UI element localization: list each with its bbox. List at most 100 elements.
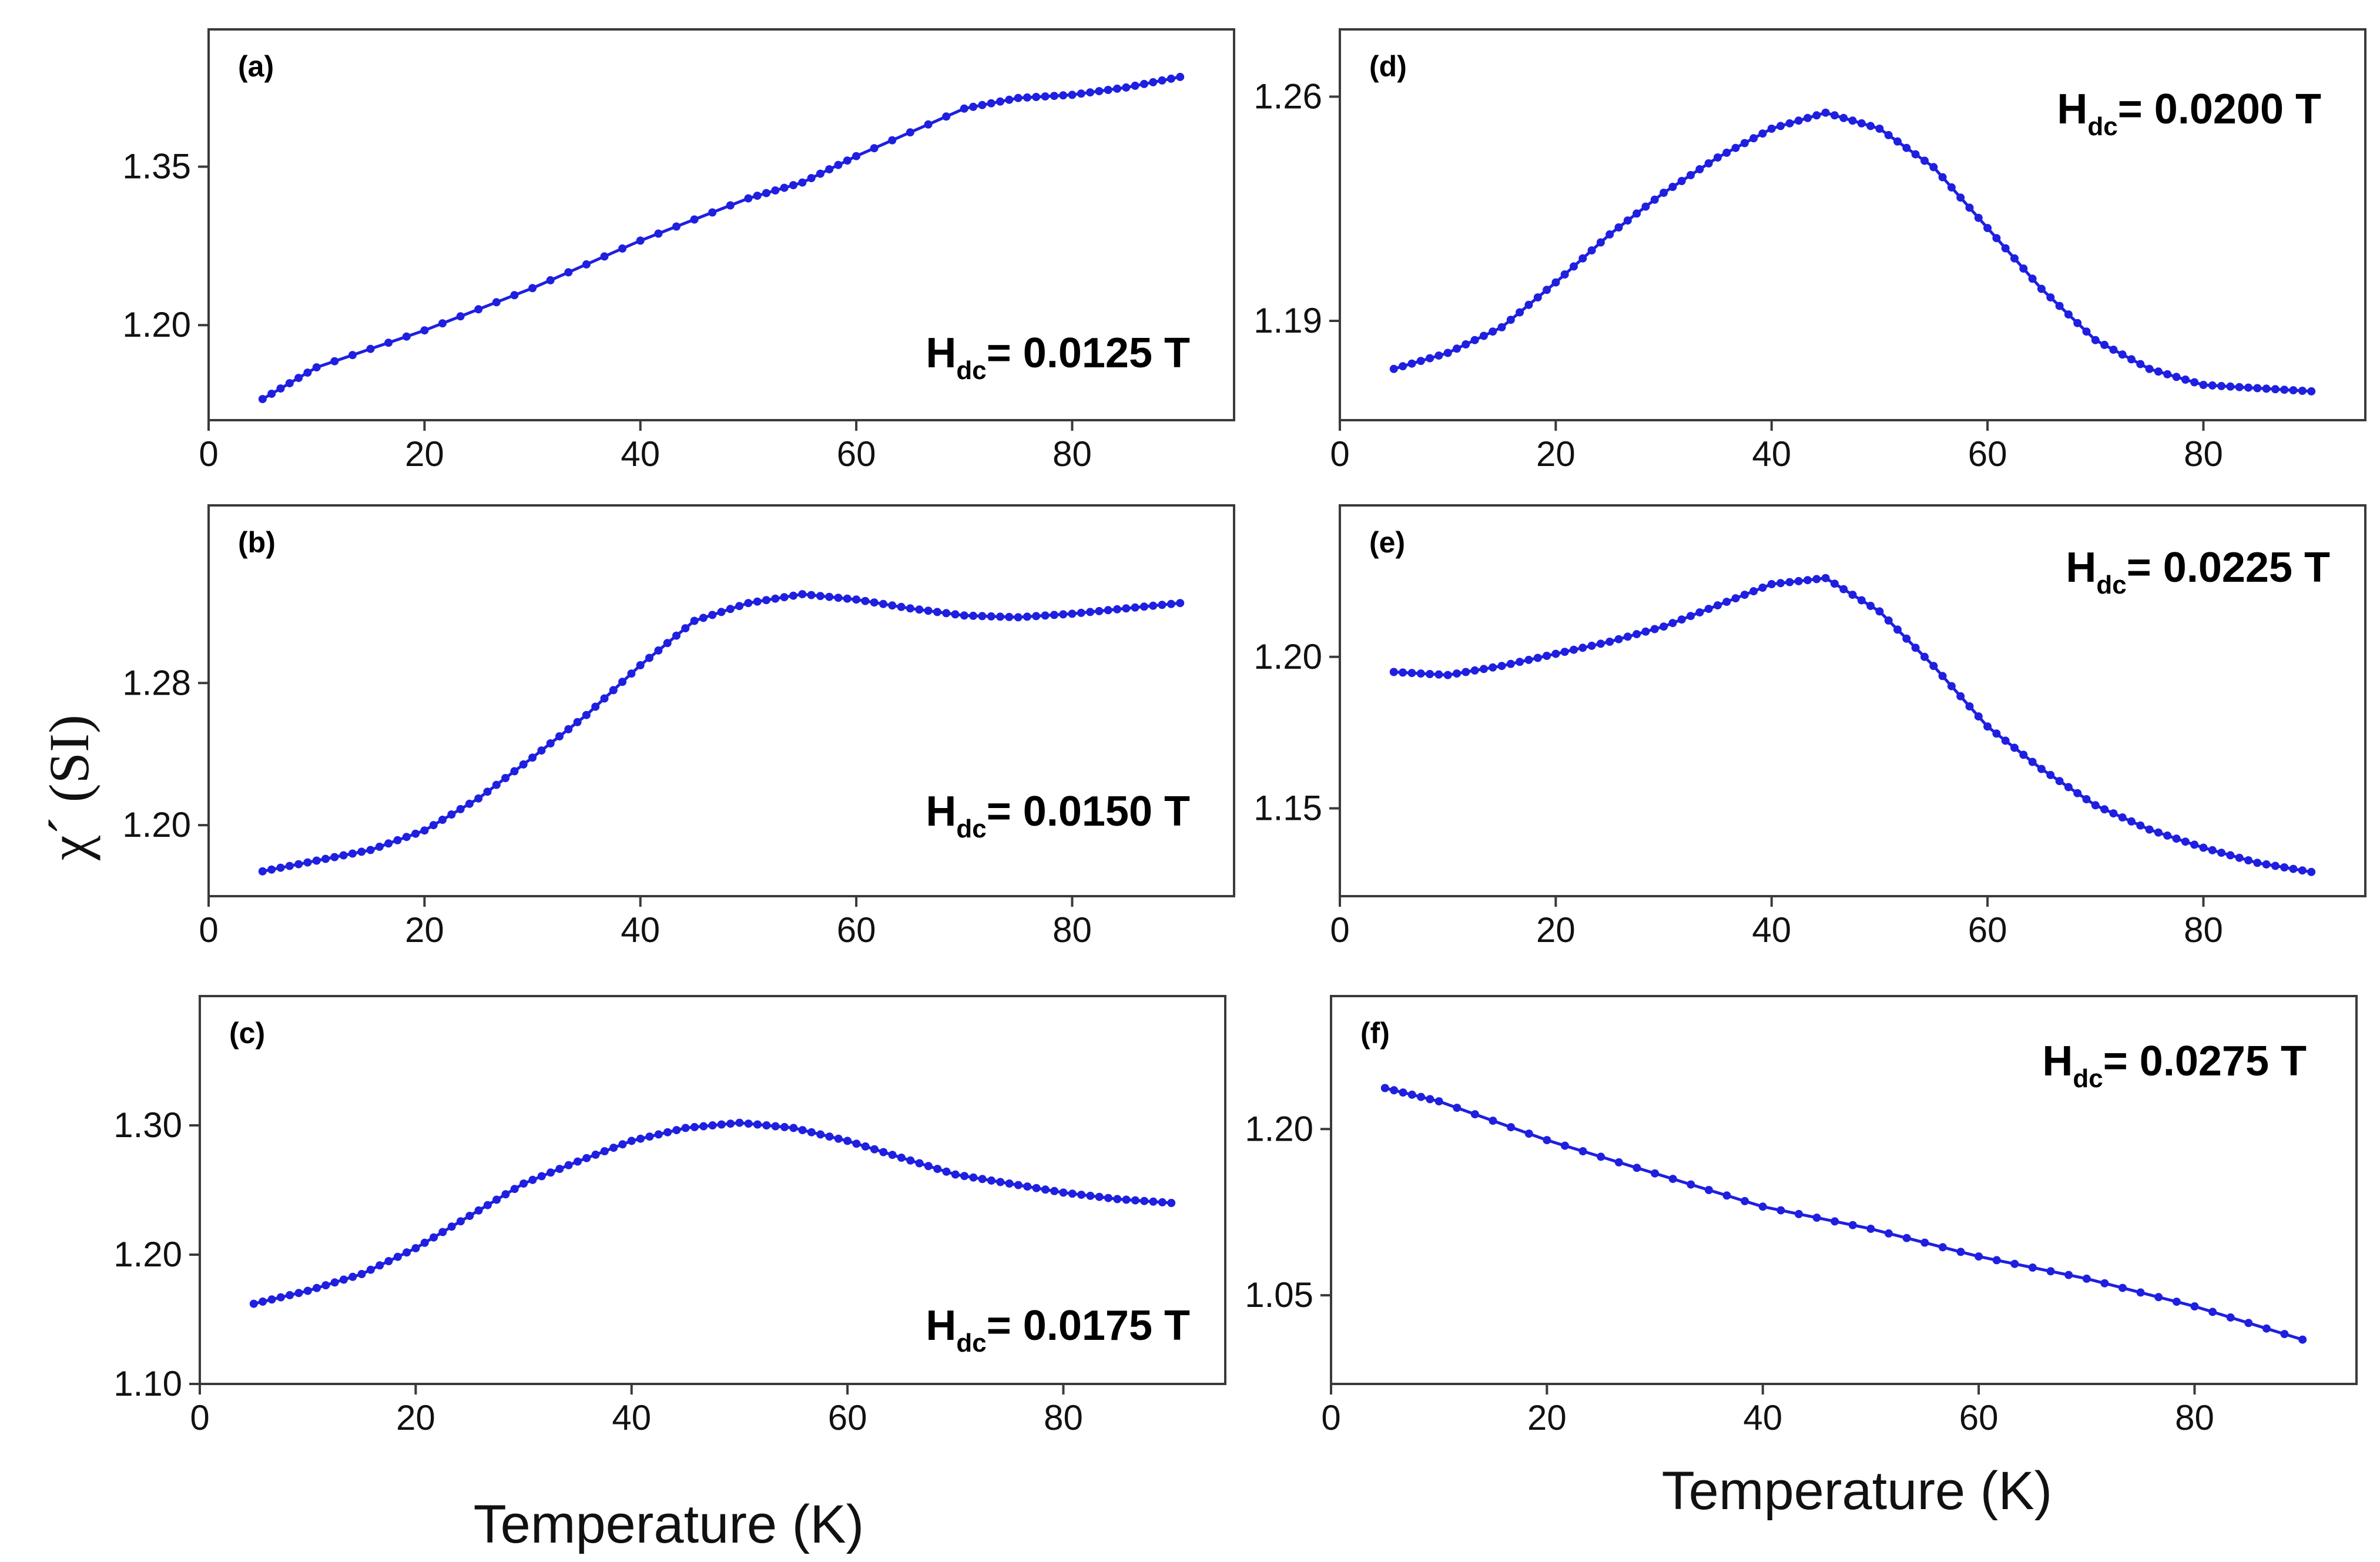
data-point — [2082, 327, 2091, 336]
data-point — [1578, 1147, 1587, 1155]
data-point — [1068, 609, 1077, 618]
y-tick-label: 1.20 — [1253, 637, 1322, 676]
data-point — [1830, 111, 1839, 120]
data-point — [1605, 230, 1614, 239]
data-point — [1434, 351, 1443, 360]
data-point — [1830, 579, 1839, 588]
data-point — [672, 631, 681, 640]
data-point — [1497, 323, 1506, 331]
data-point — [465, 1212, 474, 1220]
data-point — [870, 144, 879, 153]
data-point — [1885, 1229, 1893, 1238]
data-point — [2163, 831, 2172, 840]
data-point — [600, 1147, 609, 1155]
panel-label: (d) — [1369, 50, 1407, 83]
data-point — [861, 596, 870, 605]
y-tick-label: 1.20 — [113, 1235, 182, 1274]
plot-frame — [1339, 28, 2366, 421]
data-point — [861, 1142, 870, 1151]
data-point — [1014, 1181, 1023, 1189]
data-point — [2118, 813, 2127, 822]
data-point — [501, 1190, 510, 1199]
data-point — [1848, 116, 1857, 125]
data-point — [1704, 159, 1713, 167]
data-point — [672, 1126, 681, 1135]
data-point — [366, 1265, 375, 1274]
data-point — [1005, 612, 1014, 621]
data-point — [2226, 851, 2235, 860]
data-point — [573, 1157, 582, 1166]
data-point — [618, 678, 627, 686]
x-tick-label: 0 — [199, 434, 218, 474]
data-point — [717, 608, 726, 616]
data-point — [1938, 1243, 1947, 1252]
data-point — [654, 1130, 663, 1139]
data-point — [1077, 1191, 1086, 1199]
x-tick-label: 60 — [828, 1398, 867, 1437]
data-point — [1956, 1248, 1965, 1256]
data-point — [1812, 575, 1821, 584]
data-point — [1086, 608, 1095, 616]
data-point — [1167, 1199, 1176, 1207]
data-point — [1014, 613, 1023, 622]
data-point — [1176, 599, 1185, 608]
data-point — [1032, 612, 1041, 621]
data-point — [1426, 354, 1434, 363]
data-point — [2181, 376, 2190, 384]
data-point — [1068, 90, 1077, 99]
data-point — [303, 368, 312, 377]
data-point — [807, 591, 816, 599]
data-point — [447, 1222, 456, 1231]
data-point — [1005, 1179, 1014, 1188]
data-point — [1785, 578, 1794, 586]
data-point — [1974, 712, 1983, 721]
data-point — [582, 710, 591, 719]
data-point — [618, 1140, 627, 1149]
x-tick-label: 40 — [1743, 1398, 1782, 1437]
data-point — [744, 1119, 753, 1128]
data-point — [1848, 591, 1857, 599]
data-point — [780, 183, 789, 192]
data-point — [681, 624, 690, 633]
data-point — [762, 1121, 771, 1129]
data-point — [1929, 662, 1938, 671]
data-point — [564, 268, 573, 277]
data-point — [2028, 757, 2037, 766]
data-point — [2046, 1267, 2055, 1276]
data-point — [726, 605, 735, 614]
x-tick-label: 40 — [1752, 910, 1791, 950]
data-point — [1983, 722, 1992, 731]
data-point — [1804, 113, 1812, 122]
data-point — [429, 821, 438, 830]
data-point — [1605, 638, 1614, 646]
data-point — [1722, 598, 1731, 606]
x-tick-label: 40 — [1752, 434, 1791, 474]
data-point — [996, 612, 1004, 621]
data-point — [1470, 1110, 1479, 1119]
data-point — [1158, 601, 1166, 609]
data-point — [456, 312, 465, 321]
data-point — [2127, 355, 2136, 364]
data-point — [1758, 129, 1767, 138]
data-point — [303, 858, 312, 867]
data-point — [357, 847, 366, 856]
data-point — [969, 611, 978, 620]
data-point — [1821, 574, 1830, 582]
data-point — [2253, 384, 2262, 393]
data-point — [591, 702, 600, 711]
x-tick-label: 60 — [1959, 1398, 1999, 1437]
data-point — [969, 1173, 978, 1182]
data-point — [1149, 1197, 1158, 1206]
data-point — [348, 351, 357, 360]
data-point — [411, 829, 420, 838]
data-point — [933, 1165, 942, 1174]
data-point — [267, 390, 276, 398]
data-point — [2046, 770, 2055, 779]
data-point — [1857, 119, 1866, 128]
data-point — [2010, 743, 2019, 752]
data-point — [1839, 585, 1848, 594]
data-point — [312, 856, 321, 865]
data-point — [1920, 1238, 1929, 1247]
data-point — [843, 594, 852, 603]
y-tick-label: 1.19 — [1253, 301, 1322, 340]
